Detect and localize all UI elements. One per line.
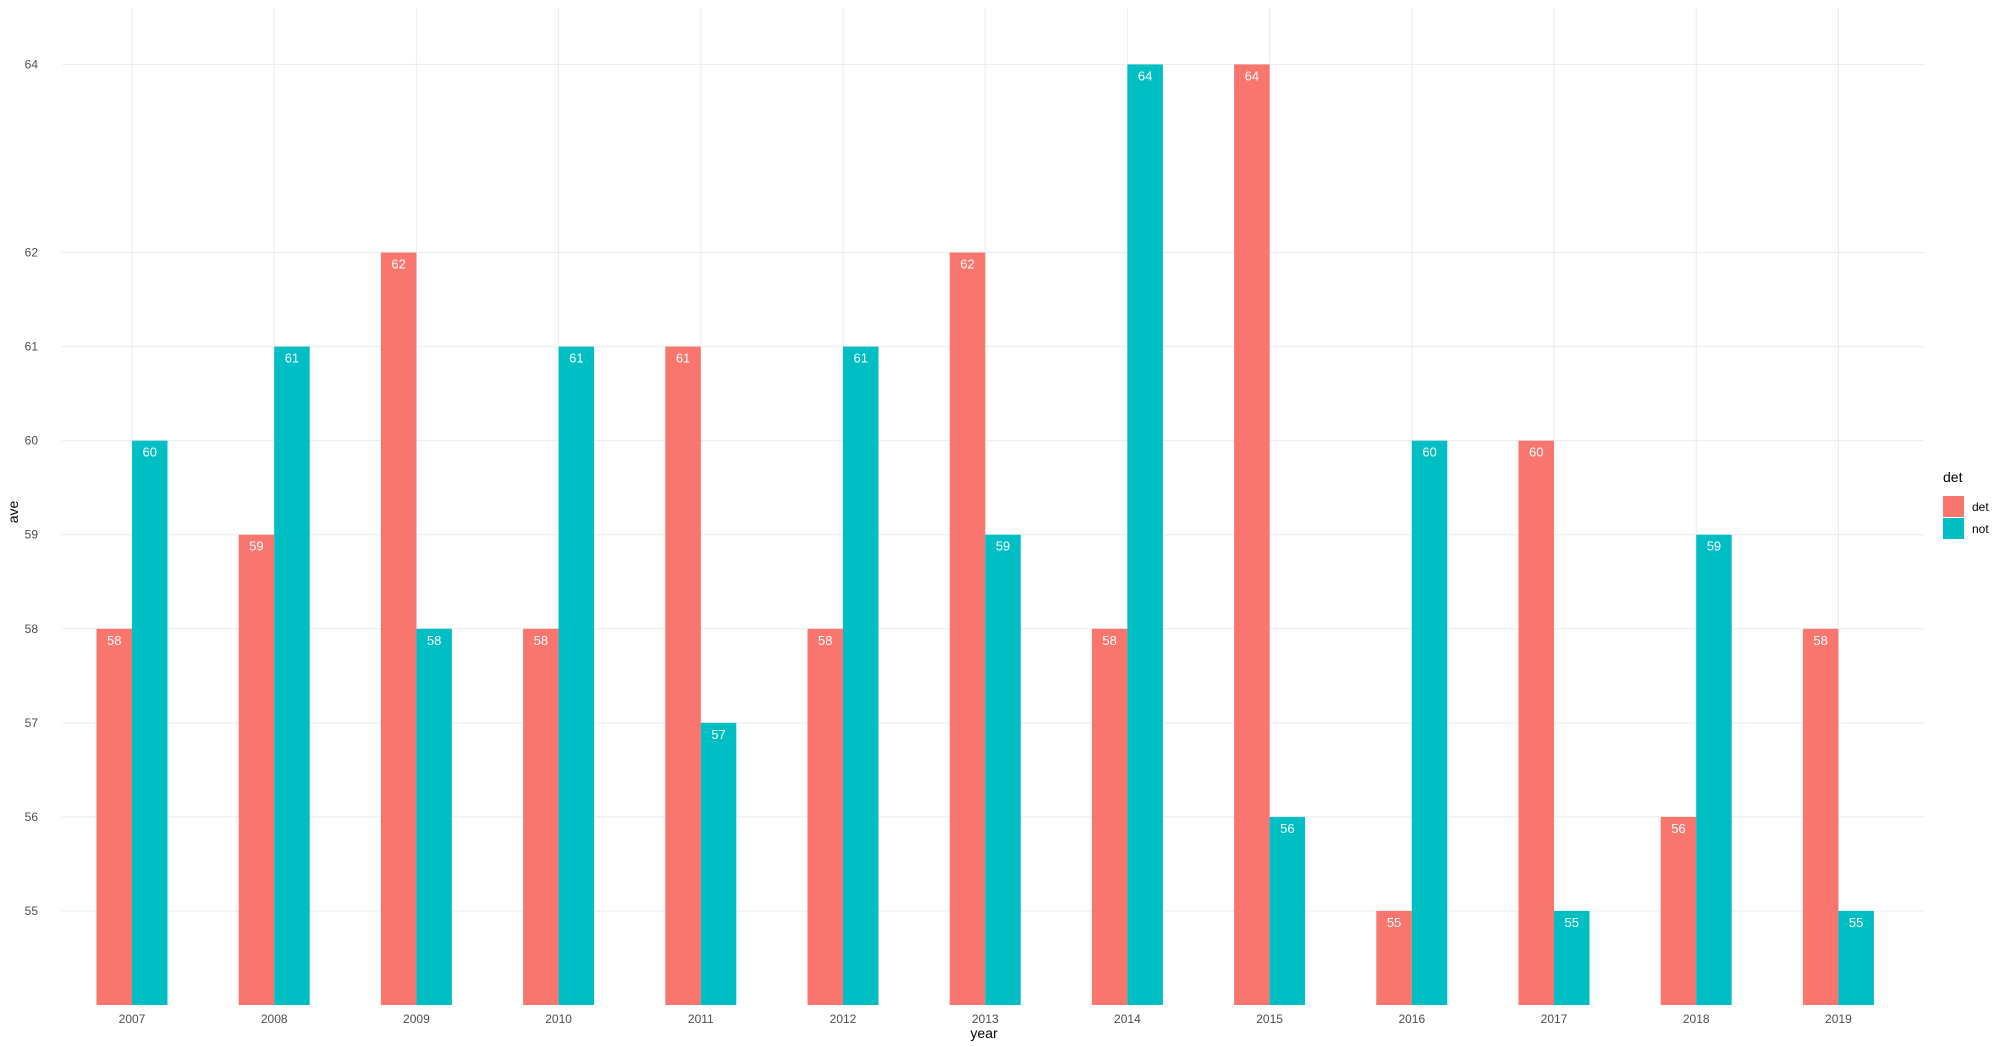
bar-value-label: 62	[391, 257, 405, 272]
bar-value-label: 59	[1707, 539, 1721, 554]
bar-value-label: 60	[1422, 445, 1436, 460]
y-axis-title: ave	[5, 501, 21, 524]
y-tick-label: 57	[25, 716, 39, 730]
bar-value-label: 58	[107, 633, 121, 648]
bar-not-2016	[1411, 440, 1448, 1005]
bar-not-2012	[843, 346, 879, 1005]
bar-value-label: 64	[1245, 68, 1259, 83]
x-axis-title: year	[970, 1025, 998, 1041]
bar-not-2014	[1127, 64, 1163, 1005]
bar-det-2011	[665, 346, 701, 1005]
bar-det-2019	[1802, 628, 1839, 1005]
bar-value-label: 60	[143, 445, 157, 460]
bar-value-label: 55	[1565, 915, 1579, 930]
bar-not-2010	[558, 346, 595, 1005]
x-tick-label: 2009	[403, 1012, 430, 1026]
y-axis-ticks: 55 56 57 58 59 60 61 62 64	[25, 57, 39, 918]
bar-not-2019	[1838, 910, 1874, 1005]
bar-value-label: 56	[1671, 821, 1685, 836]
legend-title: det	[1943, 469, 1963, 485]
x-tick-label: 2019	[1825, 1012, 1852, 1026]
x-tick-label: 2012	[830, 1012, 857, 1026]
bar-det-2016	[1376, 910, 1412, 1005]
x-tick-label: 2010	[545, 1012, 572, 1026]
legend-label-det: det	[1972, 500, 1989, 514]
y-tick-label: 60	[25, 434, 39, 448]
y-tick-label: 56	[25, 810, 39, 824]
bar-det-2014	[1091, 628, 1128, 1005]
legend-key-not	[1943, 518, 1964, 539]
bar-not-2017	[1554, 910, 1590, 1005]
bar-not-2018	[1696, 534, 1732, 1005]
bar-det-2018	[1660, 816, 1697, 1005]
bar-value-label: 60	[1529, 445, 1543, 460]
bar-value-label: 57	[711, 727, 725, 742]
bar-value-label: 56	[1280, 821, 1294, 836]
bar-value-label: 64	[1138, 68, 1152, 83]
bar-data-labels: 58 60 59 61 62 58 58 61 61 57 58 61 62 59 58 64 64 56 55 60…	[107, 68, 1863, 930]
bar-value-label: 58	[534, 633, 548, 648]
x-tick-label: 2015	[1256, 1012, 1283, 1026]
y-tick-label: 62	[25, 246, 39, 260]
x-tick-label: 2017	[1541, 1012, 1568, 1026]
x-tick-label: 2013	[972, 1012, 999, 1026]
legend-label-not: not	[1972, 522, 1989, 536]
y-tick-label: 58	[25, 622, 39, 636]
y-tick-label: 59	[25, 528, 39, 542]
x-tick-label: 2011	[688, 1012, 714, 1026]
bar-value-label: 59	[996, 539, 1010, 554]
legend: det det not	[1943, 469, 1989, 539]
bar-det-2008	[238, 534, 275, 1005]
bar-not-2008	[274, 346, 310, 1005]
bar-not-2009	[416, 628, 452, 1005]
bar-det-2012	[807, 628, 843, 1005]
bar-not-2015	[1269, 816, 1306, 1005]
bar-value-label: 61	[854, 351, 868, 366]
bar-value-label: 58	[427, 633, 441, 648]
bar-not-2011	[700, 722, 737, 1005]
x-tick-label: 2016	[1398, 1012, 1425, 1026]
bar-value-label: 61	[569, 351, 583, 366]
x-tick-label: 2014	[1114, 1012, 1141, 1026]
bar-not-2007	[132, 440, 168, 1005]
bar-value-label: 58	[818, 633, 832, 648]
bar-det-2010	[523, 628, 559, 1005]
legend-key-det	[1943, 496, 1964, 517]
x-tick-label: 2007	[119, 1012, 146, 1026]
bar-not-2013	[985, 534, 1021, 1005]
bar-value-label: 62	[960, 257, 974, 272]
y-tick-label: 64	[25, 57, 39, 71]
bar-value-label: 61	[676, 351, 690, 366]
bars	[96, 64, 1874, 1005]
bar-det-2007	[96, 628, 132, 1005]
bar-det-2013	[949, 252, 986, 1005]
bar-det-2017	[1518, 440, 1554, 1005]
bar-det-2009	[380, 252, 417, 1005]
bar-value-label: 58	[1102, 633, 1116, 648]
y-tick-label: 55	[25, 904, 39, 918]
x-axis-ticks: 2007 2008 2009 2010 2011 2012 2013 2014 2015 2016…	[119, 1012, 1852, 1026]
bar-value-label: 58	[1813, 633, 1827, 648]
bar-value-label: 59	[249, 539, 263, 554]
bar-value-label: 61	[285, 351, 299, 366]
bar-value-label: 55	[1849, 915, 1863, 930]
bar-det-2015	[1234, 64, 1270, 1005]
x-tick-label: 2008	[261, 1012, 288, 1026]
bar-value-label: 55	[1387, 915, 1401, 930]
y-tick-label: 61	[25, 340, 39, 354]
x-tick-label: 2018	[1683, 1012, 1710, 1026]
